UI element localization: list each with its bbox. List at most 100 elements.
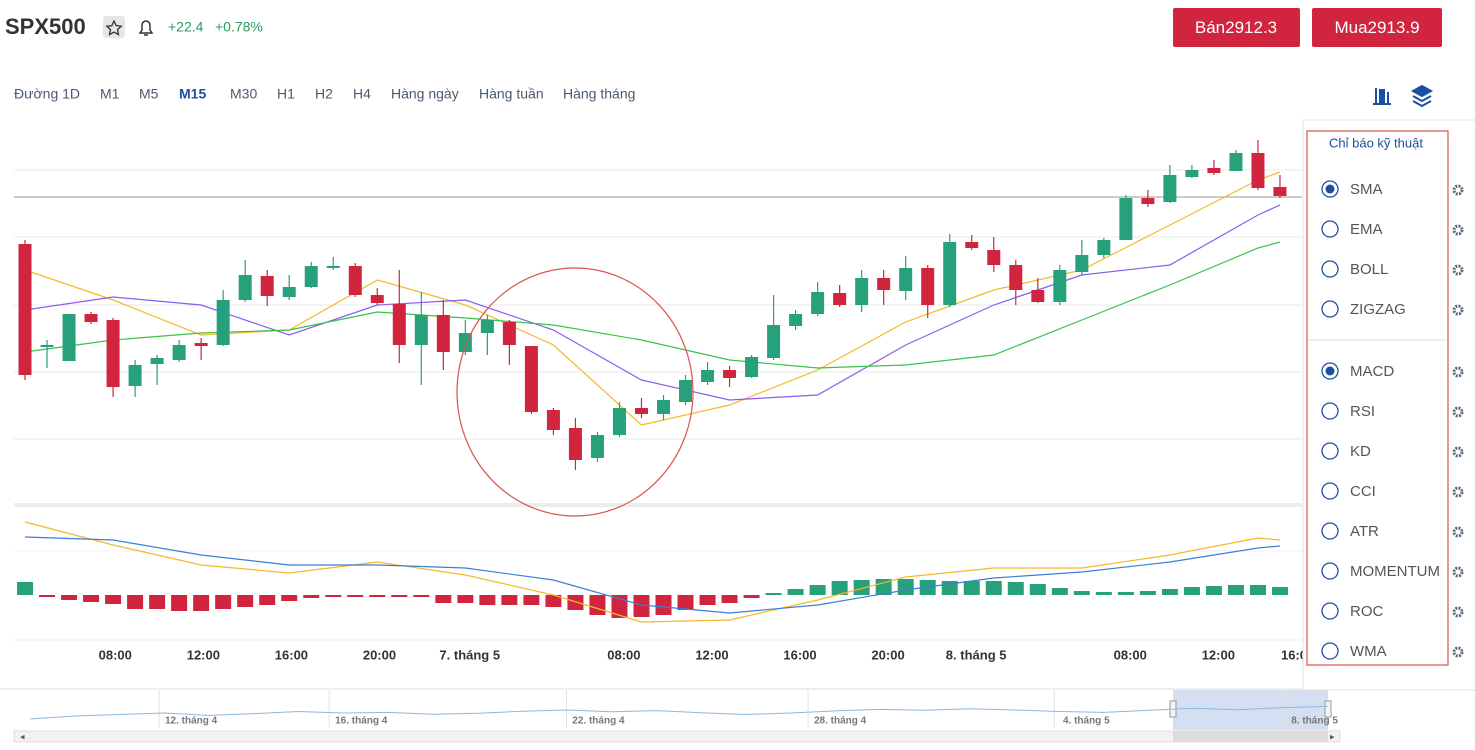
- timeframe-tabs: Đường 1D M1 M5 M15 M30 H1 H2 H4 Hàng ngày Hàng tu…: [14, 86, 635, 102]
- macd-bar: [1227, 585, 1244, 595]
- timeframe-tab[interactable]: Hàng tuần: [479, 86, 544, 102]
- indicator-name[interactable]: ATR: [1350, 523, 1379, 540]
- radio[interactable]: [1321, 442, 1339, 460]
- x-tick-label: 08:00: [1114, 647, 1147, 662]
- indicator-name[interactable]: WMA: [1350, 643, 1387, 660]
- timeframe-tab[interactable]: M30: [230, 86, 257, 102]
- radio[interactable]: [1321, 300, 1339, 318]
- candle-body: [1053, 270, 1067, 302]
- sell-button[interactable]: [1173, 8, 1300, 47]
- star-icon: [105, 19, 123, 36]
- macd-bar: [897, 579, 914, 595]
- timeframe-tab[interactable]: M1: [100, 86, 120, 102]
- timeframe-tab[interactable]: H4: [353, 86, 371, 102]
- radio[interactable]: [1321, 562, 1339, 580]
- layers-button[interactable]: [1410, 84, 1434, 108]
- timeframe-tab[interactable]: Hàng tháng: [563, 86, 635, 102]
- timeframe-tab[interactable]: H1: [277, 86, 295, 102]
- radio[interactable]: [1321, 482, 1339, 500]
- radio[interactable]: [1321, 402, 1339, 420]
- bell-button[interactable]: [138, 20, 154, 36]
- radio[interactable]: [1321, 522, 1339, 540]
- radio[interactable]: [1321, 220, 1339, 238]
- macd-bar: [17, 582, 34, 595]
- navigator-label: 4. tháng 5: [1063, 716, 1110, 727]
- buy-price: 2913.9: [1368, 18, 1420, 37]
- macd-bar: [105, 595, 122, 604]
- macd-bar: [193, 595, 210, 611]
- macd-bar: [787, 589, 804, 595]
- candle-body: [965, 242, 979, 248]
- star-button[interactable]: [103, 16, 125, 38]
- macd-bar: [853, 580, 870, 595]
- candle-body: [304, 266, 318, 287]
- radio[interactable]: [1321, 602, 1339, 620]
- indicator-name[interactable]: CCI: [1350, 483, 1376, 500]
- candle-body: [987, 250, 1001, 265]
- settings-gear[interactable]: [1452, 224, 1464, 236]
- candle-body: [1251, 153, 1265, 188]
- indicator-name[interactable]: MACD: [1350, 363, 1394, 380]
- settings-gear[interactable]: [1452, 606, 1464, 618]
- indicator-name[interactable]: ZIGZAG: [1350, 301, 1406, 318]
- candle-body: [260, 276, 274, 296]
- settings-gear[interactable]: [1452, 446, 1464, 458]
- navigator-handle[interactable]: [1324, 700, 1332, 718]
- candle-body: [701, 370, 715, 382]
- radio[interactable]: [1321, 260, 1339, 278]
- candle-body: [546, 410, 560, 430]
- macd-bar: [61, 595, 78, 600]
- chart-type-button[interactable]: [1373, 88, 1391, 105]
- macd-bar: [721, 595, 738, 603]
- navigator-label: 22. tháng 4: [572, 716, 625, 727]
- scrollbar-thumb[interactable]: [1173, 731, 1328, 742]
- settings-gear[interactable]: [1452, 646, 1464, 658]
- settings-gear[interactable]: [1452, 566, 1464, 578]
- x-tick-label: 20:00: [871, 647, 904, 662]
- settings-gear[interactable]: [1452, 264, 1464, 276]
- navigator-selection[interactable]: [1173, 690, 1328, 730]
- indicator-name[interactable]: KD: [1350, 443, 1371, 460]
- candle-body: [128, 365, 142, 386]
- indicator-name[interactable]: MOMENTUM: [1350, 563, 1440, 580]
- indicator-name[interactable]: BOLL: [1350, 261, 1388, 278]
- indicator-name[interactable]: RSI: [1350, 403, 1375, 420]
- settings-gear[interactable]: [1452, 486, 1464, 498]
- scroll-left[interactable]: ◂: [20, 731, 25, 741]
- macd-bar: [567, 595, 584, 610]
- scrollbar-track[interactable]: [13, 730, 1341, 743]
- macd-bar: [237, 595, 254, 607]
- candle-body: [106, 320, 120, 387]
- timeframe-tab[interactable]: Hàng ngày: [391, 86, 459, 102]
- settings-gear[interactable]: [1452, 366, 1464, 378]
- x-tick-label: 7. tháng 5: [439, 647, 500, 662]
- settings-gear[interactable]: [1452, 526, 1464, 538]
- radio[interactable]: [1321, 642, 1339, 660]
- candle-body: [1031, 290, 1045, 302]
- candle-body: [194, 343, 208, 346]
- macd-bar: [611, 595, 628, 618]
- indicator-name[interactable]: SMA: [1350, 181, 1383, 198]
- indicator-panel: Chỉ báo kỹ thuật SMA EMA BOLL ZIGZAG MACD RSI…: [1302, 119, 1475, 691]
- timeframe-tab[interactable]: M5: [139, 86, 159, 102]
- timeframe-tab[interactable]: Đường 1D: [14, 86, 80, 102]
- indicator-name[interactable]: ROC: [1350, 603, 1384, 620]
- buy-button[interactable]: [1312, 8, 1442, 47]
- candle-body: [370, 295, 384, 303]
- macd-bar: [435, 595, 452, 603]
- macd-bar: [1139, 591, 1156, 595]
- candle-body: [348, 266, 362, 295]
- settings-gear[interactable]: [1452, 184, 1464, 196]
- timeframe-tab[interactable]: H2: [315, 86, 333, 102]
- candle-body: [216, 300, 230, 345]
- navigator-label: 16. tháng 4: [335, 716, 388, 727]
- scroll-right[interactable]: ▸: [1330, 731, 1335, 741]
- indicator-name[interactable]: EMA: [1350, 221, 1383, 238]
- candle-body: [1163, 175, 1177, 202]
- settings-gear[interactable]: [1452, 304, 1464, 316]
- settings-gear[interactable]: [1452, 406, 1464, 418]
- macd-bar: [633, 595, 650, 617]
- timeframe-tab[interactable]: M15: [179, 86, 206, 102]
- macd-bar: [545, 595, 562, 607]
